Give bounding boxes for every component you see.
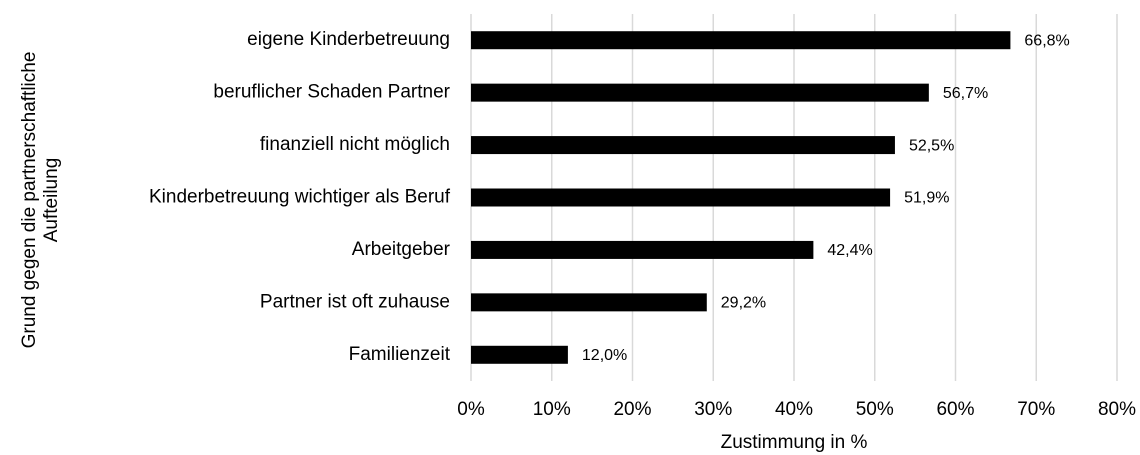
y-tick-label: Kinderbetreuung wichtiger als Beruf <box>149 187 451 208</box>
value-label: 12,0% <box>582 347 627 364</box>
bar <box>471 136 895 155</box>
bar <box>471 188 891 207</box>
y-tick-label: finanziell nicht möglich <box>260 134 450 155</box>
y-tick-label: Familienzeit <box>349 344 451 365</box>
value-label: 29,2% <box>721 295 766 312</box>
x-tick-label: 0% <box>457 399 485 420</box>
x-tick-label: 10% <box>533 399 571 420</box>
value-label: 66,8% <box>1024 32 1069 49</box>
value-label: 42,4% <box>827 242 872 259</box>
y-tick-label: beruflicher Schaden Partner <box>213 82 450 103</box>
y-tick-label: eigene Kinderbetreuung <box>247 29 450 50</box>
bar <box>471 83 929 102</box>
x-tick-label: 70% <box>1017 399 1055 420</box>
bar <box>471 240 814 259</box>
y-axis-label-group: Grund gegen die partnerschaftliche Aufte… <box>19 52 62 349</box>
bar <box>471 293 707 312</box>
x-tick-label: 60% <box>936 399 974 420</box>
y-axis-label: Grund gegen die partnerschaftliche <box>19 52 40 349</box>
x-tick-label: 40% <box>775 399 813 420</box>
bar <box>471 31 1011 50</box>
y-tick-label: Partner ist oft zuhause <box>260 291 450 312</box>
x-axis-label: Zustimmung in % <box>721 432 868 453</box>
y-tick-label: Arbeitgeber <box>352 239 451 260</box>
value-label: 52,5% <box>909 137 954 154</box>
x-tick-label: 80% <box>1098 399 1136 420</box>
x-tick-label: 50% <box>856 399 894 420</box>
value-label: 51,9% <box>904 190 949 207</box>
x-tick-label: 20% <box>613 399 651 420</box>
value-label: 56,7% <box>943 85 988 102</box>
bar <box>471 345 568 364</box>
y-axis-label: Aufteilung <box>41 158 62 243</box>
x-tick-label: 30% <box>694 399 732 420</box>
